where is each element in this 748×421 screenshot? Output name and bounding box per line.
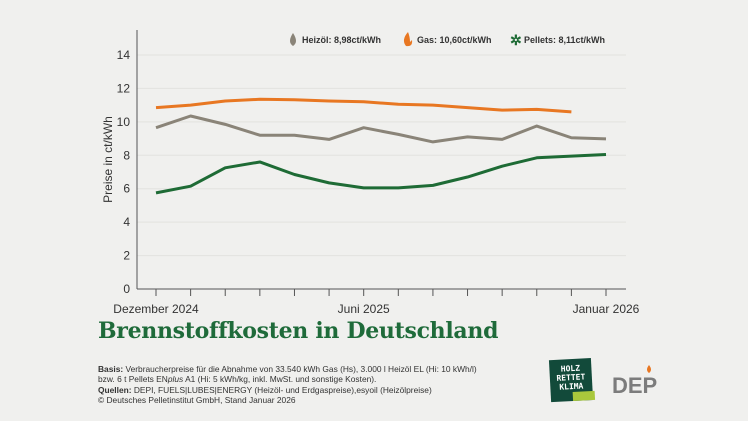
x-tick-label: Juni 2025 [338, 302, 390, 316]
legend-label: Pellets: 8,11ct/kWh [524, 35, 605, 45]
series-line-gas [155, 97, 572, 114]
svg-text:KLIMA: KLIMA [559, 381, 584, 391]
x-tick-label: Dezember 2024 [113, 302, 199, 316]
y-tick-label: 10 [117, 115, 131, 129]
svg-text:DEPI: DEPI [612, 373, 658, 398]
y-tick-label: 14 [117, 48, 131, 62]
logos: HOLZ RETTET KLIMA DEPI [548, 358, 658, 403]
y-axis-label: Preise in ct/kWh [101, 116, 115, 203]
pellets-icon: ✲ [510, 32, 522, 48]
basis-text: Verbraucherpreise für die Abnahme von 33… [123, 364, 477, 374]
depi-logo: DEPI [612, 365, 658, 398]
copyright: © Deutsches Pelletinstitut GmbH, Stand J… [98, 394, 296, 405]
y-tick-label: 8 [123, 148, 130, 162]
svg-text:HOLZ: HOLZ [561, 364, 581, 374]
series-line-heizöl [155, 114, 607, 144]
y-tick-label: 2 [123, 249, 130, 263]
chart-notes: Basis: Verbraucherpreise für die Abnahme… [98, 364, 477, 405]
basis-text-2c: A1 (Hi: 5 kWh/kg, inkl. MwSt. und sonsti… [183, 374, 377, 385]
y-tick-label: 12 [117, 81, 131, 95]
holz-rettet-klima-logo: HOLZ RETTET KLIMA [548, 358, 596, 403]
chart-title: Brennstoffkosten in Deutschland [98, 318, 499, 344]
x-tick-label: Januar 2026 [573, 302, 640, 316]
flame-icon [403, 32, 413, 47]
basis-text-2b: plus [167, 374, 184, 385]
legend-label: Gas: 10,60ct/kWh [417, 35, 492, 45]
y-tick-label: 4 [123, 215, 130, 229]
legend-label: Heizöl: 8,98ct/kWh [302, 35, 381, 45]
svg-text:RETTET: RETTET [556, 372, 586, 383]
y-tick-label: 6 [123, 182, 130, 196]
sources-label: Quellen: [98, 384, 132, 395]
y-tick-label: 0 [123, 282, 130, 296]
basis-label: Basis: [98, 364, 124, 374]
sources-text: DEPI, FUELS|LUBES|ENERGY (Heizöl- und Er… [131, 384, 432, 395]
basis-text-2a: bzw. 6 t Pellets EN [98, 374, 168, 385]
oil-drop-icon [290, 33, 296, 46]
series-line-pellets [155, 152, 607, 195]
